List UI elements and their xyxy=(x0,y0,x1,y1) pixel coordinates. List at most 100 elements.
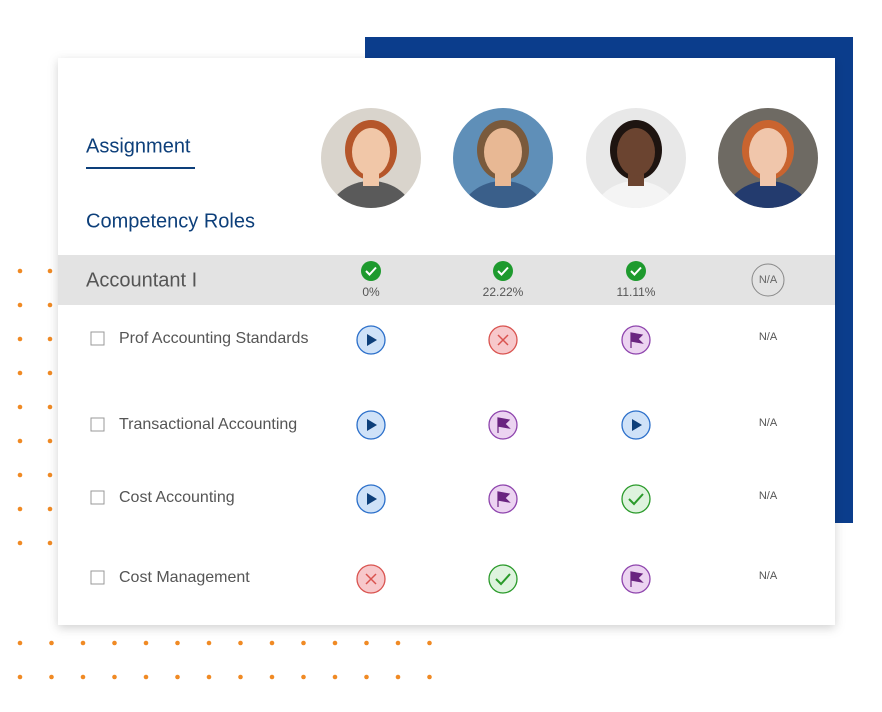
cell-na: N/A xyxy=(759,570,778,582)
icon-check xyxy=(621,484,651,514)
checkbox[interactable] xyxy=(90,331,105,346)
avatar-body xyxy=(594,181,678,208)
icon-glyph xyxy=(367,419,377,431)
dot xyxy=(17,302,23,308)
dot xyxy=(332,674,338,680)
icon-glyph xyxy=(628,493,644,506)
icon-glyph xyxy=(495,573,511,586)
dot xyxy=(47,336,53,342)
dot xyxy=(112,640,117,646)
icon-glyph xyxy=(365,573,377,585)
dot xyxy=(395,640,401,646)
checkbox[interactable] xyxy=(90,417,105,432)
role-name: Accountant I xyxy=(86,269,197,291)
dot xyxy=(47,472,53,478)
icon-glyph xyxy=(630,332,644,348)
role-row xyxy=(58,255,835,305)
dot xyxy=(47,540,53,546)
summary-check-glyph xyxy=(365,266,377,276)
dot xyxy=(17,540,23,546)
dot xyxy=(17,268,23,274)
dot-pattern xyxy=(17,268,432,680)
dot xyxy=(80,640,86,646)
dot xyxy=(175,640,180,646)
dot xyxy=(175,674,180,680)
summary-check-glyph xyxy=(630,266,642,276)
dot xyxy=(143,674,149,680)
card xyxy=(58,58,835,625)
avatar-face xyxy=(484,128,522,176)
avatar-face xyxy=(749,128,787,176)
dot xyxy=(47,370,53,376)
avatar-face xyxy=(617,128,655,176)
dot xyxy=(238,674,243,680)
summary-check xyxy=(493,261,513,281)
dot xyxy=(143,640,149,646)
competency-name: Cost Management xyxy=(119,569,250,586)
competency-name: Prof Accounting Standards xyxy=(119,330,308,347)
summary-na: N/A xyxy=(759,274,778,286)
dot xyxy=(49,640,54,646)
dot xyxy=(47,506,53,512)
dot xyxy=(17,640,23,646)
dot xyxy=(17,404,23,410)
summary-na-ring xyxy=(751,263,785,297)
dot xyxy=(47,438,53,444)
icon-check xyxy=(488,564,518,594)
avatar xyxy=(321,108,421,208)
cell-na: N/A xyxy=(759,331,778,343)
tab-competency-roles[interactable]: Competency Roles xyxy=(86,210,255,232)
dot xyxy=(238,640,243,646)
avatars xyxy=(321,108,818,208)
dot xyxy=(17,438,23,444)
avatar-face xyxy=(352,128,390,176)
summary-check xyxy=(626,261,646,281)
icon-glyph xyxy=(632,419,642,431)
dot xyxy=(364,640,369,646)
dot xyxy=(269,674,275,680)
dot xyxy=(47,404,53,410)
dot xyxy=(17,370,23,376)
icon-glyph xyxy=(497,491,511,507)
dot xyxy=(49,674,54,680)
competency-name: Cost Accounting xyxy=(119,489,235,506)
dot xyxy=(301,640,306,646)
avatar xyxy=(453,108,553,208)
cell-na: N/A xyxy=(759,417,778,429)
icon-glyph xyxy=(367,334,377,346)
summary-percent: 0% xyxy=(362,285,380,299)
checkbox[interactable] xyxy=(90,570,105,585)
icon-glyph xyxy=(497,417,511,433)
dot xyxy=(301,674,306,680)
dot xyxy=(112,674,117,680)
dot xyxy=(395,674,401,680)
dot xyxy=(206,640,212,646)
dot xyxy=(17,472,23,478)
avatar-body xyxy=(329,181,413,208)
dot xyxy=(17,336,23,342)
icon-glyph xyxy=(497,334,509,346)
dot xyxy=(47,302,53,308)
summary-check-glyph xyxy=(497,266,509,276)
dot xyxy=(80,674,86,680)
avatar xyxy=(718,108,818,208)
icon-glyph xyxy=(367,493,377,505)
dot xyxy=(427,640,432,646)
grid: 0% 22.22% 11.11% N/A Prof Accounting Standar… xyxy=(90,261,785,594)
dot xyxy=(427,674,432,680)
dot xyxy=(269,640,275,646)
avatar xyxy=(586,108,686,208)
dot xyxy=(332,640,338,646)
checkbox[interactable] xyxy=(90,490,105,505)
summary-check xyxy=(361,261,381,281)
dot xyxy=(47,268,53,274)
dot xyxy=(364,674,369,680)
competency-name: Transactional Accounting xyxy=(119,416,297,433)
tab-assignment[interactable]: Assignment xyxy=(86,135,191,157)
summary-percent: 11.11% xyxy=(617,285,656,299)
summary-percent: 22.22% xyxy=(483,285,524,299)
cell-na: N/A xyxy=(759,490,778,502)
dot xyxy=(17,674,23,680)
